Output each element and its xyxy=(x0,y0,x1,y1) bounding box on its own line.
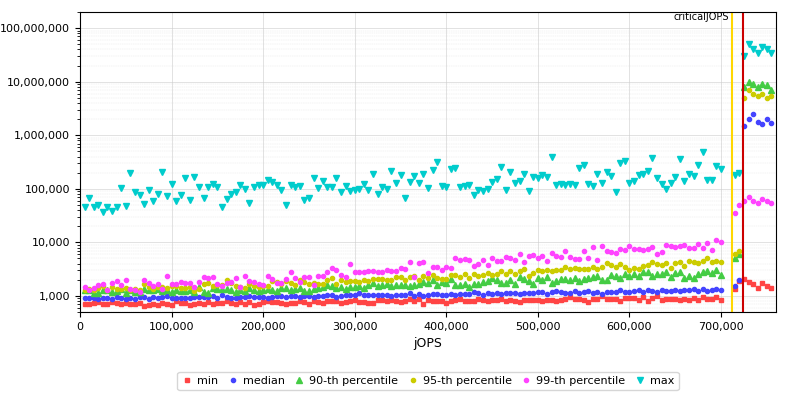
99-th percentile xyxy=(250,279,259,284)
99-th percentile xyxy=(766,200,776,205)
99-th percentile xyxy=(245,279,254,284)
max xyxy=(98,210,108,214)
min xyxy=(139,303,149,308)
median xyxy=(245,294,254,299)
min xyxy=(245,300,254,305)
max xyxy=(80,205,90,210)
95-th percentile xyxy=(190,288,199,293)
90-th percentile xyxy=(245,286,254,290)
median xyxy=(171,296,181,301)
median xyxy=(250,294,259,299)
99-th percentile xyxy=(382,268,391,272)
95-th percentile xyxy=(744,88,754,92)
max xyxy=(766,50,776,55)
95-th percentile xyxy=(250,284,259,288)
90-th percentile xyxy=(250,288,259,292)
99-th percentile xyxy=(80,285,90,290)
max xyxy=(171,199,181,204)
Line: median: median xyxy=(82,112,774,301)
95-th percentile xyxy=(166,284,176,288)
Legend: min, median, 90-th percentile, 95-th percentile, 99-th percentile, max: min, median, 90-th percentile, 95-th per… xyxy=(178,372,678,390)
90-th percentile xyxy=(171,288,181,293)
min xyxy=(739,276,749,281)
95-th percentile xyxy=(245,282,254,287)
Line: max: max xyxy=(81,41,775,216)
95-th percentile xyxy=(766,93,776,98)
90-th percentile xyxy=(529,281,538,286)
95-th percentile xyxy=(529,270,538,275)
max xyxy=(744,42,754,47)
min xyxy=(529,298,538,302)
max xyxy=(250,185,259,190)
median xyxy=(80,296,90,300)
Line: 99-th percentile: 99-th percentile xyxy=(82,195,774,294)
99-th percentile xyxy=(171,282,181,287)
median xyxy=(529,291,538,296)
min xyxy=(80,301,90,306)
max xyxy=(203,184,213,189)
Line: 95-th percentile: 95-th percentile xyxy=(82,88,774,293)
90-th percentile xyxy=(766,88,776,92)
min xyxy=(203,300,213,305)
95-th percentile xyxy=(203,281,213,286)
90-th percentile xyxy=(744,79,754,84)
max xyxy=(382,187,391,192)
X-axis label: jOPS: jOPS xyxy=(414,337,442,350)
90-th percentile xyxy=(89,291,98,296)
median xyxy=(382,292,391,297)
99-th percentile xyxy=(744,195,754,200)
min xyxy=(171,299,181,304)
95-th percentile xyxy=(382,278,391,283)
median xyxy=(121,296,130,301)
min xyxy=(766,286,776,290)
median xyxy=(748,112,758,116)
99-th percentile xyxy=(529,253,538,258)
max xyxy=(245,201,254,206)
min xyxy=(382,299,391,304)
99-th percentile xyxy=(134,290,144,294)
median xyxy=(766,120,776,125)
median xyxy=(203,295,213,300)
95-th percentile xyxy=(80,288,90,292)
90-th percentile xyxy=(382,282,391,287)
max xyxy=(529,174,538,179)
min xyxy=(250,302,259,307)
90-th percentile xyxy=(203,290,213,295)
Text: criticalJOPS: criticalJOPS xyxy=(674,12,730,22)
99-th percentile xyxy=(203,276,213,281)
90-th percentile xyxy=(80,288,90,292)
Line: 90-th percentile: 90-th percentile xyxy=(82,79,774,296)
Line: min: min xyxy=(82,277,774,308)
